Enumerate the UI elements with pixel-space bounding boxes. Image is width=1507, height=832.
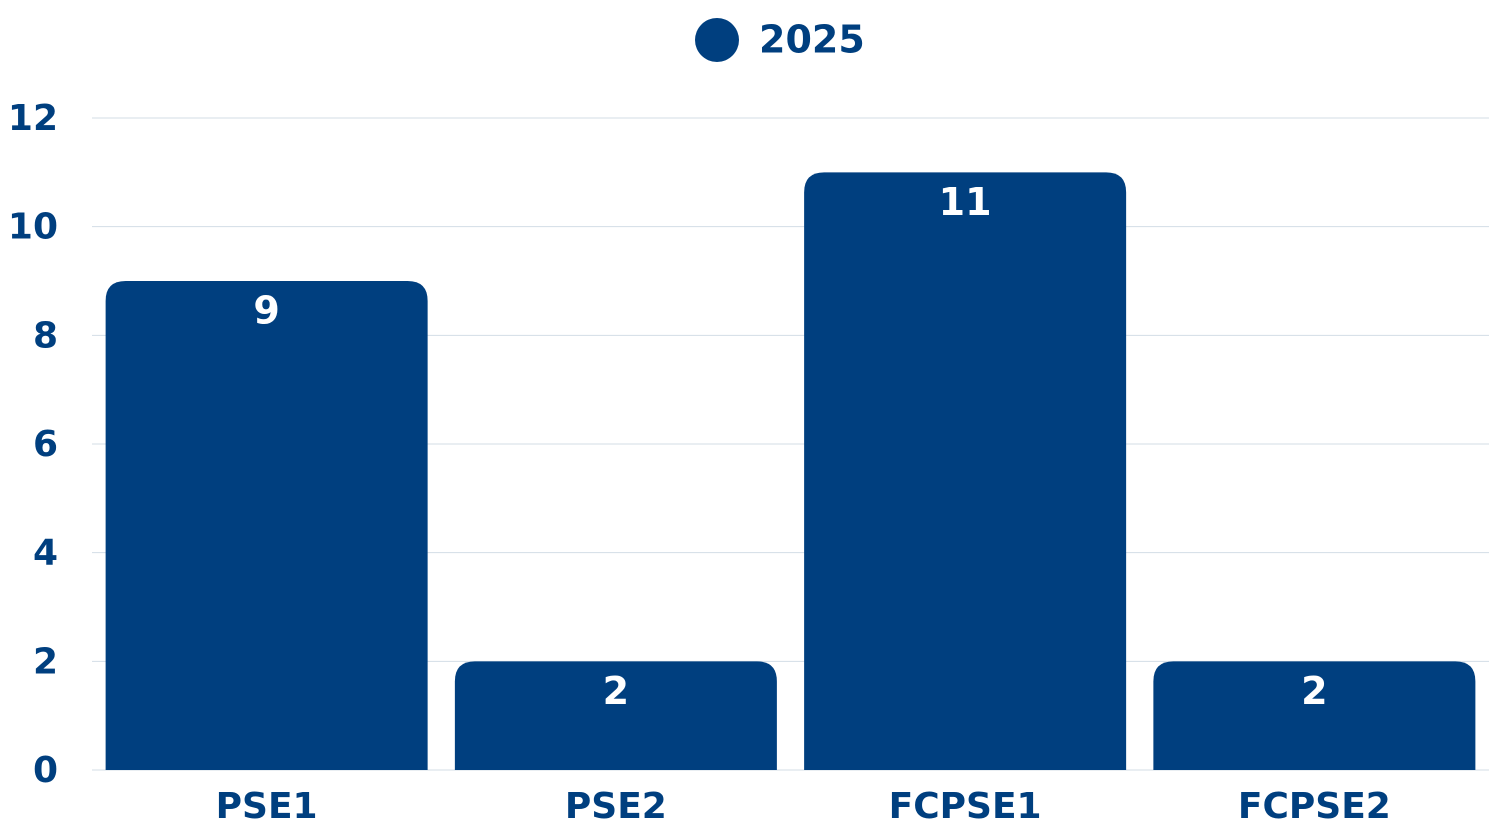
y-tick-label: 8 <box>33 315 58 356</box>
x-tick-label: PSE1 <box>216 786 318 827</box>
y-tick-label: 4 <box>33 533 58 574</box>
bar <box>1153 661 1476 770</box>
legend-marker <box>695 18 739 62</box>
data-label: 9 <box>253 289 279 333</box>
data-label: 2 <box>603 669 629 713</box>
bar <box>804 172 1127 771</box>
y-tick-label: 2 <box>33 641 58 682</box>
y-tick-label: 12 <box>8 98 58 139</box>
bar <box>105 281 428 770</box>
data-label: 2 <box>1301 669 1327 713</box>
y-tick-label: 0 <box>33 750 58 791</box>
y-tick-label: 10 <box>8 207 58 248</box>
x-tick-label: FCPSE1 <box>889 786 1042 827</box>
x-tick-label: PSE2 <box>565 786 667 827</box>
legend-label: 2025 <box>759 18 865 62</box>
bar <box>454 661 777 770</box>
x-tick-label: FCPSE2 <box>1238 786 1391 827</box>
data-label: 11 <box>939 180 992 224</box>
y-tick-label: 6 <box>33 424 58 465</box>
